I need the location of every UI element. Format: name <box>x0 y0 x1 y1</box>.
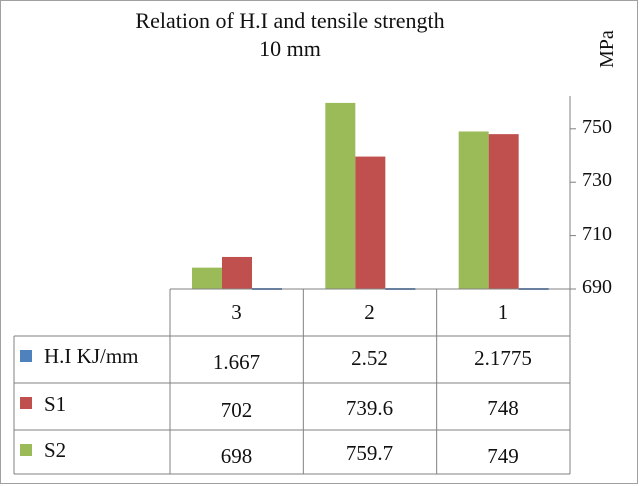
table-cell: 2.52 <box>351 346 388 370</box>
legend-swatch-s2 <box>20 444 32 456</box>
y-tick-label: 750 <box>582 116 612 138</box>
legend-label-hi: H.I KJ/mm <box>44 344 139 368</box>
table-cell: 702 <box>220 398 253 422</box>
bar-s2 <box>192 267 222 289</box>
chart-title: Relation of H.I and tensile strength <box>135 8 445 33</box>
legend-swatch-hi <box>20 350 32 362</box>
bar-s1 <box>222 256 252 289</box>
chart-subtitle: 10 mm <box>259 36 321 61</box>
table-cell: 748 <box>487 396 519 420</box>
bar-s2 <box>458 131 489 289</box>
category-label: 2 <box>364 300 375 324</box>
legend-swatch-s1 <box>20 397 32 409</box>
y-tick-label: 690 <box>582 276 612 298</box>
y-tick-label: 710 <box>582 223 612 245</box>
legend-label-s2: S2 <box>44 438 67 462</box>
table-cell: 749 <box>487 444 519 468</box>
category-label: 1 <box>497 300 509 324</box>
table-cell: 698 <box>220 444 253 468</box>
bar-s2 <box>325 102 356 289</box>
table-cell: 739.6 <box>345 396 394 420</box>
bar-s1 <box>355 156 386 289</box>
y-tick-label: 730 <box>582 169 612 191</box>
table-cell: 1.667 <box>212 350 261 374</box>
table-cell: 759.7 <box>345 441 394 465</box>
category-label: 3 <box>231 300 242 324</box>
legend-label-s1: S1 <box>44 392 67 416</box>
bar-s1 <box>488 134 519 289</box>
table-cell: 2.1775 <box>474 346 532 370</box>
